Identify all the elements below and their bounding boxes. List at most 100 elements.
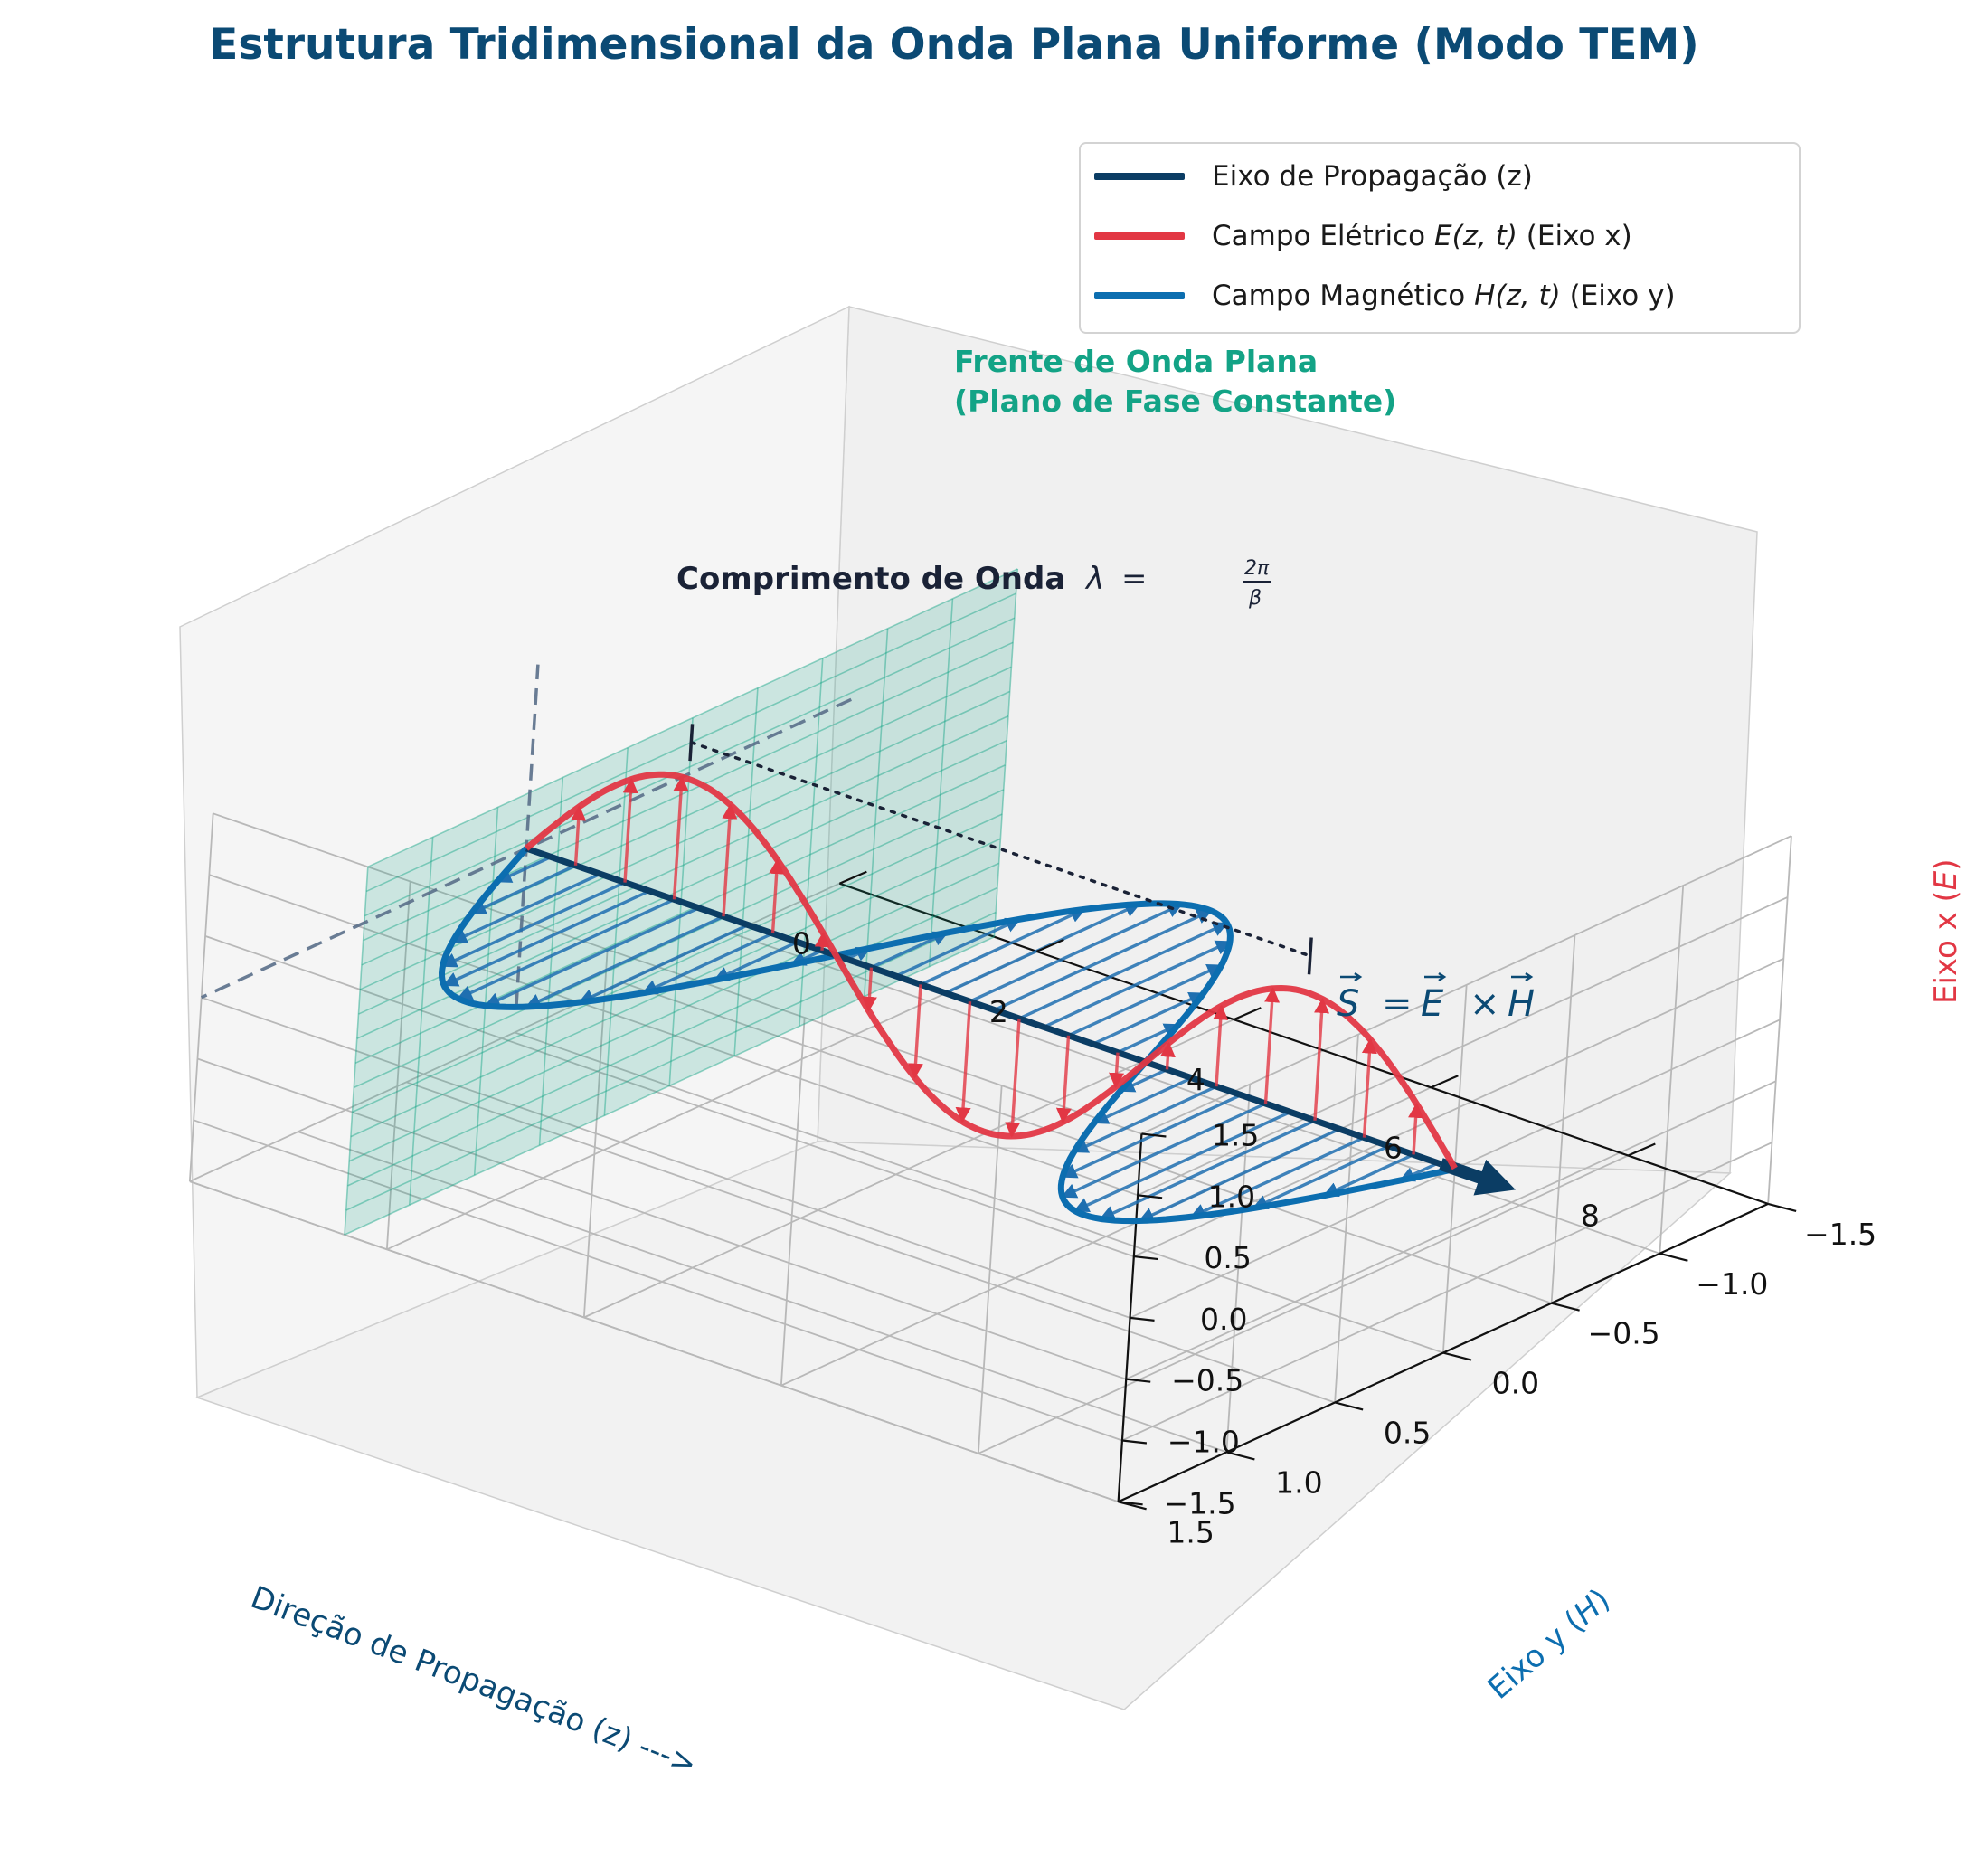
wavefront-grid-h [363,641,1014,942]
y-tick [1442,1351,1472,1361]
h-field-arrow [525,914,724,1009]
tick-labels: 02468−1.5−1.0−0.50.00.51.01.5−1.5−1.0−0.… [792,870,1876,1549]
e-field-arrow [1361,1037,1377,1138]
wavefront-grid-v [409,837,434,1206]
legend-magnetic-arg: (z, t) [1495,280,1561,312]
beta: β [1248,587,1262,610]
x-tick [1138,1194,1163,1199]
h-field-arrow [1099,1119,1316,1220]
h-field-arrow [1252,1144,1390,1210]
h-field-arrow [1018,922,1229,1020]
poynting-times: × [1470,983,1500,1025]
e-field-arrow [1263,987,1281,1104]
wavefront-grid-h [347,886,998,1187]
e-field-arrow [622,777,638,883]
x-tick-label: 1.5 [1212,1117,1259,1152]
h-field-arrow [1073,1085,1217,1153]
lambda-symbol: λ [1084,561,1104,597]
x-axis-label-post: ) [1928,858,1964,870]
e-field-arrow [722,803,738,917]
grid-wall-x [197,1057,1127,1380]
z-tick-label: 8 [1581,1199,1600,1234]
e-field-arrow [955,1001,972,1123]
h-field-arrow [1092,1076,1193,1124]
h-field-arrow [870,931,950,970]
x-tick [1121,1439,1148,1445]
wavefront-grid-h [352,813,1003,1113]
wavefront-grid-v [473,807,499,1176]
x-tick [1133,1255,1158,1261]
h-field-arrow [1119,1067,1168,1093]
h-field-arrow [713,940,799,981]
legend-label-electric: Campo Elétrico E(z, t) (Eixo x) [1212,220,1632,252]
wavefront-grid-v [603,747,629,1116]
h-field-arrow [1138,1127,1340,1223]
h-field-arrow [1067,963,1224,1037]
h-field-arrow [442,889,650,987]
legend-electric-arg: (z, t) [1451,220,1517,252]
h-field-arrow [641,932,774,995]
poynting-e: E [1421,983,1444,1025]
h-field-arrow [457,897,676,1000]
h-field-arrow [1117,1023,1180,1055]
e-field-arrow [1313,997,1330,1121]
y-tick-label: 0.5 [1384,1415,1431,1450]
y-tick-label: 0.0 [1492,1366,1539,1401]
field-curves [438,724,1517,1225]
z-tick [1627,1142,1656,1157]
h-field-arrow [440,881,626,968]
h-field-arrow [496,855,552,884]
z-axis-line [838,882,1769,1205]
y-tick [1767,1202,1797,1212]
wavefront-grid-v [344,867,369,1236]
wavefront-grid-v [928,598,954,967]
z-tick [1233,1007,1262,1021]
h-field-arrow [578,924,749,1004]
x-tick-label: −1.5 [1163,1485,1235,1521]
x-tick-label: 1.0 [1208,1179,1255,1214]
poynting-s: S [1337,983,1359,1025]
wavefront-grid-h [344,936,995,1236]
z-tick-label: 0 [792,926,811,962]
y-tick-label: −0.5 [1588,1316,1660,1351]
x-axis-sym: E [1928,870,1964,890]
y-tick-label: 1.0 [1275,1464,1322,1500]
poynting-eq: = [1382,983,1413,1025]
floor-pane [194,1141,1732,1710]
z-tick-label: 4 [1186,1062,1205,1097]
wavefront-grid-h [354,764,1006,1065]
grid-wall-x [209,874,1139,1197]
h-field-arrow [895,917,1022,978]
e-field-arrow [571,805,587,866]
e-field-arrow [1213,1004,1229,1087]
z-tick [1035,938,1064,952]
chart-title: Estrutura Tridimensional da Onda Plana U… [209,20,1699,70]
h-field-arrow [450,872,601,943]
grid-wall-x [201,996,1130,1319]
wavefront-grid-h [348,862,999,1162]
z-tick-label: 6 [1384,1130,1403,1165]
poynting-vec-arrows [1340,971,1534,982]
grid-wall-x [204,935,1135,1257]
h-field-arrow [920,907,1086,986]
wavefront-grid-h [364,617,1016,917]
y-tick [1226,1451,1255,1461]
e-field-arrow [1109,1052,1125,1089]
wavefront-grid-v [993,568,1019,937]
legend-label-magnetic: Campo Magnético H(z, t) (Eixo y) [1212,280,1676,312]
y-tick-label: −1.0 [1696,1266,1768,1302]
legend-label-propagation: Eixo de Propagação (z) [1212,160,1533,193]
h-field-arrow [1092,991,1205,1046]
wavefront-line2: (Plano de Fase Constante) [954,384,1397,419]
legend: Eixo de Propagação (z) Campo Elétrico E(… [1079,142,1801,334]
e-field-arrow [1159,1041,1176,1070]
y-tick-label: 1.5 [1167,1514,1214,1549]
y-axis-label-pre: Eixo y ( [1481,1605,1591,1707]
legend-electric-sym: E [1434,220,1452,252]
wavefront-grid-h [345,911,997,1211]
wavelength-bold-text: Comprimento de Onda [676,561,1065,597]
y-tick-label: −1.5 [1804,1217,1876,1252]
h-field-arrow [1073,1110,1291,1213]
x-tick [1130,1316,1155,1322]
h-field-arrow [1322,1152,1414,1198]
